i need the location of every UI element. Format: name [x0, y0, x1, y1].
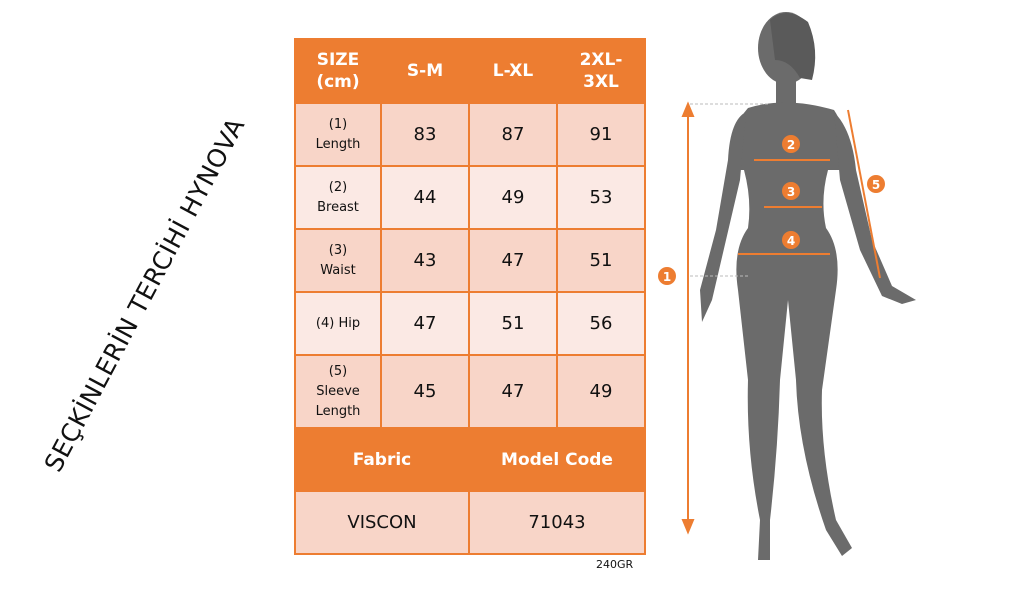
- marker-1: 1: [663, 270, 671, 284]
- header-cell: SIZE (cm): [294, 38, 382, 104]
- marker-3: 3: [787, 185, 795, 199]
- value-cell: 49: [556, 354, 646, 429]
- woman-silhouette: [700, 12, 916, 560]
- value-cell: 43: [380, 228, 470, 293]
- row-label: (2) Breast: [294, 165, 382, 230]
- value-cell: 53: [556, 165, 646, 230]
- fabric-value: VISCON: [294, 490, 470, 555]
- fabric-weight: 240GR: [596, 558, 634, 571]
- header-cell: 2XL-3XL: [556, 38, 646, 104]
- fabric-header: Fabric: [294, 427, 470, 492]
- marker-2: 2: [787, 138, 795, 152]
- marker-icons: 1 2 3 4 5: [658, 135, 885, 285]
- model-code-value: 71043: [468, 490, 646, 555]
- value-cell: 51: [468, 291, 558, 356]
- marker-5: 5: [872, 178, 880, 192]
- value-cell: 45: [380, 354, 470, 429]
- measurement-lines: [681, 101, 881, 535]
- row-label: (5) Sleeve Length: [294, 354, 382, 429]
- value-cell: 56: [556, 291, 646, 356]
- value-cell: 91: [556, 102, 646, 167]
- value-cell: 47: [380, 291, 470, 356]
- row-label: (3) Waist: [294, 228, 382, 293]
- row-label: (1) Length: [294, 102, 382, 167]
- marker-4: 4: [787, 234, 795, 248]
